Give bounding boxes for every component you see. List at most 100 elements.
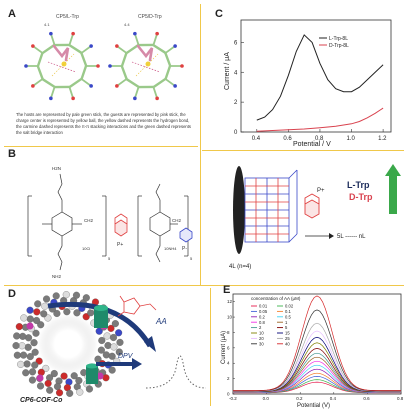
chart-e-legend-label: 2 bbox=[259, 325, 262, 330]
chart-e-series-0.05 bbox=[233, 376, 401, 393]
up-arrow-icon bbox=[385, 164, 401, 214]
chart-e: Current (μA) Potential (V) concentration… bbox=[221, 293, 404, 409]
panel-d: D AA DPV bbox=[0, 286, 210, 409]
p-minus-tag: P- bbox=[182, 246, 187, 252]
legend-d-trp: D-Trp-8L bbox=[329, 43, 349, 49]
host-arm bbox=[115, 45, 128, 54]
chart-e-legend-label: 40 bbox=[285, 341, 290, 346]
cof-atom bbox=[19, 351, 28, 359]
chart-e-xlabel: Potential (V) bbox=[297, 403, 330, 409]
host-bond bbox=[80, 64, 88, 80]
host-atom bbox=[71, 96, 75, 101]
cof-atom bbox=[102, 374, 110, 382]
cof-atom bbox=[44, 379, 52, 387]
molecule-right-render bbox=[108, 31, 184, 101]
h-bond-dash bbox=[135, 53, 159, 77]
chart-c-frame bbox=[240, 19, 392, 133]
chart-c-legend: L-Trp-8L D-Trp-8L bbox=[319, 36, 349, 49]
mol-left-distance: 4.1 bbox=[44, 22, 50, 27]
host-bond bbox=[164, 64, 172, 80]
cof-name: CP6-COF-Co bbox=[20, 397, 63, 404]
chart-e-frame bbox=[232, 293, 402, 395]
host-atom bbox=[96, 64, 100, 68]
chart-e-legend-label: 0.2 bbox=[259, 314, 265, 319]
ascorbic-acid-structure bbox=[117, 295, 157, 317]
host-atom bbox=[173, 84, 177, 88]
cof-layers-schematic: P+ 5L ------ nL 4L (n=4) L-Trp D-Trp bbox=[229, 164, 401, 270]
cof-atom bbox=[42, 295, 51, 303]
host-atom bbox=[31, 44, 35, 48]
panel-b-structures: H2N NH2 CH2 5 10Cl P+ CH2 5 10NH4 P- bbox=[27, 166, 193, 279]
host-atom bbox=[108, 64, 112, 68]
cof-atom bbox=[46, 386, 54, 394]
chart-e-legend-label: 0.8 bbox=[259, 320, 265, 325]
host-arm bbox=[31, 45, 44, 54]
host-arm bbox=[133, 86, 140, 100]
host-arm bbox=[115, 78, 128, 87]
cof-atom bbox=[116, 338, 124, 346]
schematic-range: 5L ------ nL bbox=[337, 234, 366, 240]
chart-e-xtick-label: 0.0 bbox=[263, 396, 270, 401]
chart-c-xtick-label: 1.2 bbox=[378, 136, 387, 142]
panel-b-label: B bbox=[8, 148, 16, 160]
cof-atom bbox=[52, 292, 60, 300]
cof-atom bbox=[28, 368, 37, 376]
host-atom bbox=[49, 96, 53, 101]
p-minus-n: 5 bbox=[190, 256, 193, 261]
chart-e-series-1 bbox=[233, 356, 401, 393]
chart-e-legend-label: 25 bbox=[285, 336, 290, 341]
chart-e-legend-title: concentration of AA (μM) bbox=[251, 296, 301, 301]
cobalt-atom bbox=[96, 372, 104, 380]
cof-atom bbox=[26, 306, 34, 314]
cof-atom bbox=[82, 313, 90, 321]
divider-a-b bbox=[4, 146, 198, 147]
divider-middle-horizontal bbox=[4, 285, 404, 286]
chart-e-xtick-label: 0.4 bbox=[330, 396, 337, 401]
host-bond bbox=[36, 52, 44, 68]
chart-e-legend-label: 30 bbox=[259, 341, 264, 346]
host-atom bbox=[89, 84, 93, 88]
chart-e-xtick-label: -0.2 bbox=[229, 396, 237, 401]
chart-c-series-l-trp bbox=[256, 34, 384, 121]
schematic-arrow-head-icon bbox=[329, 233, 334, 239]
host-atom bbox=[115, 44, 119, 48]
host-atom bbox=[180, 64, 184, 68]
cof-atom bbox=[110, 343, 118, 351]
chart-e-series-2 bbox=[233, 352, 401, 392]
cof-atom bbox=[75, 377, 83, 385]
host-arm bbox=[152, 32, 159, 46]
host-arm bbox=[80, 78, 93, 87]
host-arm bbox=[164, 78, 177, 87]
p-plus-n: 5 bbox=[108, 256, 111, 261]
p-minus-ch2: CH2 bbox=[172, 218, 181, 223]
host-bond bbox=[68, 77, 83, 88]
chart-e-legend-label: 1 bbox=[285, 320, 288, 325]
chart-e-series-5 bbox=[233, 348, 401, 392]
structure-p-minus bbox=[137, 183, 189, 263]
host-bond bbox=[152, 77, 167, 88]
panel-a: A CP5/L-Trp CP5/D-Trp 4.1 4.4 The hosts … bbox=[0, 0, 200, 150]
cof-atom bbox=[28, 376, 36, 384]
cof-atom bbox=[76, 388, 84, 396]
panel-bc-schematic: P+ 5L ------ nL 4L (n=4) L-Trp D-Trp bbox=[201, 150, 408, 284]
cof-atom bbox=[33, 316, 41, 325]
host-bond bbox=[36, 65, 44, 81]
chart-e-legend-label: 0.5 bbox=[285, 314, 291, 319]
molecule-left-render bbox=[24, 31, 100, 101]
host-atom bbox=[155, 31, 159, 36]
chart-e-ytick-label: 4 bbox=[227, 361, 230, 366]
hexagon-prism-blue-icon bbox=[179, 227, 193, 243]
host-atom bbox=[24, 64, 28, 68]
chart-e-xtick-label: 0.6 bbox=[363, 396, 370, 401]
cof-atom bbox=[35, 357, 43, 365]
p-plus-salt: 10Cl bbox=[82, 246, 90, 251]
cof-atom bbox=[12, 342, 20, 350]
host-atom bbox=[71, 31, 75, 36]
host-bond bbox=[125, 44, 140, 55]
chart-c-ytick-label: 0 bbox=[234, 130, 238, 136]
panel-a-caption: The hosts are represented by pale green … bbox=[16, 112, 192, 135]
host-bond bbox=[120, 52, 128, 68]
cof-atom bbox=[17, 360, 25, 368]
panel-b: B H2N NH2 CH2 5 10Cl P+ bbox=[0, 146, 200, 286]
